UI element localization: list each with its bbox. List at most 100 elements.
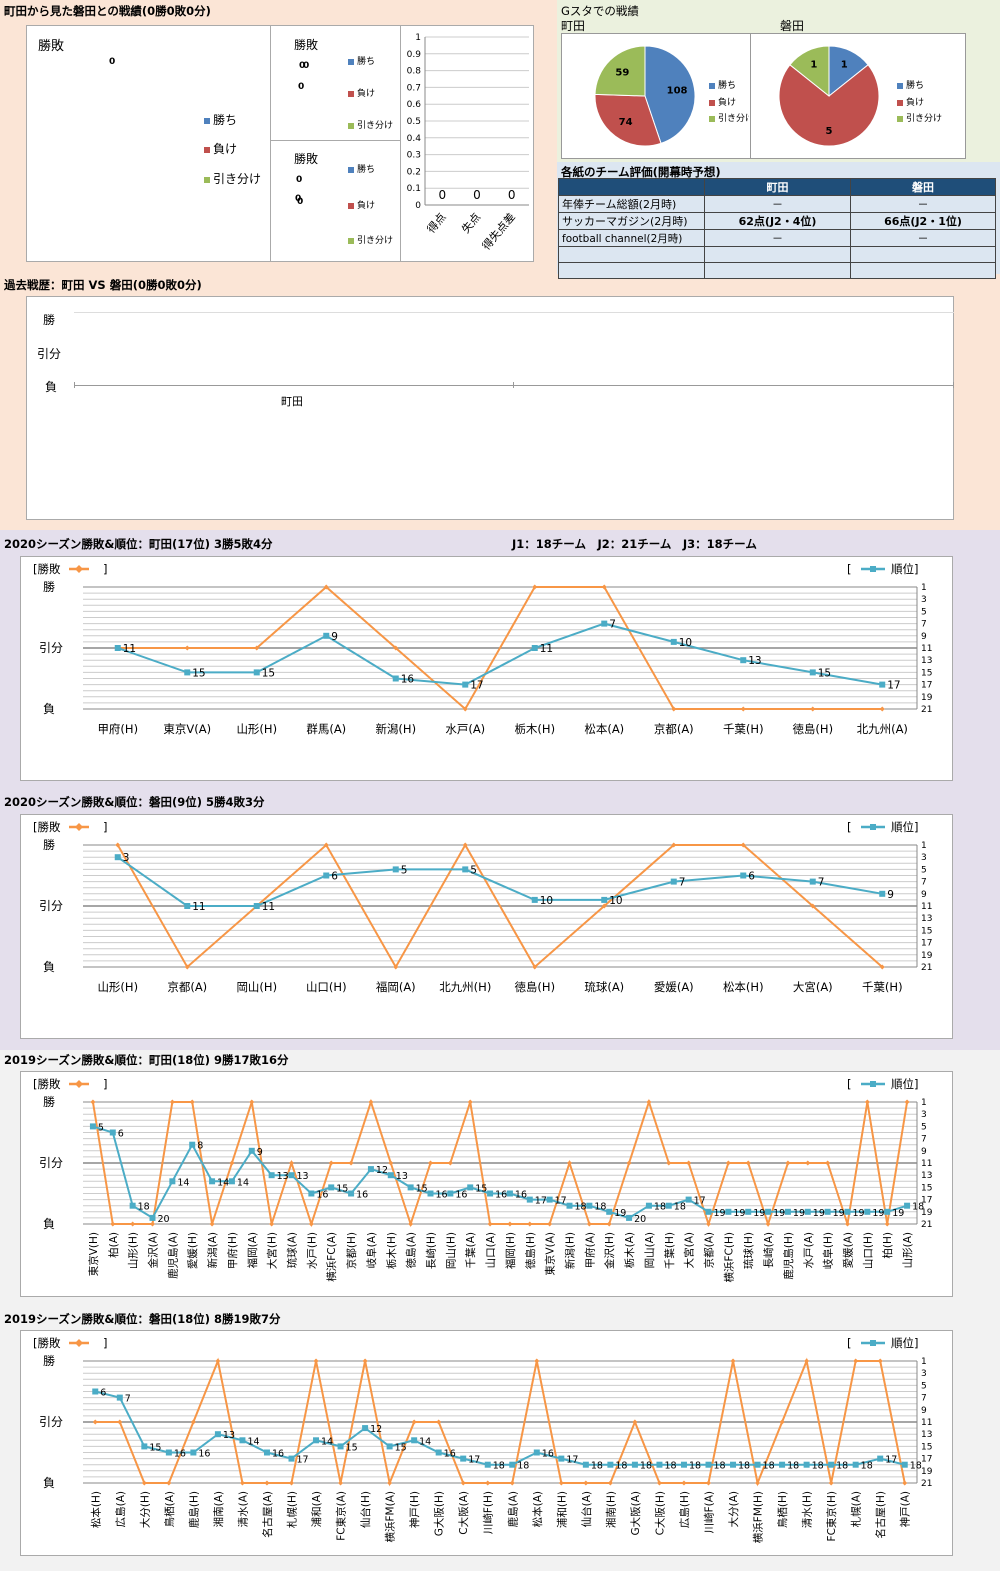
legend-result-close: ] <box>103 562 108 576</box>
season-category-label: 山形(H) <box>97 980 138 994</box>
season-category-label: 札幌(H) <box>286 1491 299 1528</box>
result-point <box>779 1419 785 1425</box>
season-category-label: 京都(A) <box>703 1232 716 1268</box>
season-category-label: 琉球(A) <box>584 980 624 994</box>
season-y-loss: 負 <box>43 1476 55 1490</box>
season-category-label: 愛媛(H) <box>186 1232 199 1269</box>
result-point <box>671 842 677 848</box>
result-point <box>328 1160 334 1166</box>
season-rank-tick-label: 5 <box>921 1122 927 1132</box>
rank-point <box>745 1208 752 1215</box>
rank-point <box>460 1455 467 1462</box>
rank-point <box>141 1443 148 1450</box>
result-point <box>810 903 816 909</box>
rank-point <box>803 1461 810 1468</box>
rank-data-label: 13 <box>297 1171 309 1182</box>
rank-data-label: 15 <box>416 1183 428 1194</box>
bar-ytick-label: 0.1 <box>407 184 421 194</box>
rank-data-label: 13 <box>748 655 761 667</box>
rank-data-label: 14 <box>419 1436 431 1447</box>
rank-point <box>253 903 260 909</box>
rank-data-label: 16 <box>455 1190 467 1201</box>
season-rank-tick-label: 13 <box>921 1430 932 1440</box>
legend-rank-marker <box>870 1340 876 1346</box>
season-y-loss: 負 <box>43 1217 55 1231</box>
result-point <box>586 1221 592 1227</box>
rank-data-label: 20 <box>158 1214 170 1225</box>
rank-point <box>411 1437 418 1444</box>
eval-cell <box>704 246 851 263</box>
small1-value-a: 0 <box>299 61 306 71</box>
result-point <box>904 1099 910 1105</box>
rank-point <box>809 878 816 885</box>
rank-point <box>665 1202 672 1209</box>
result-point <box>308 1221 314 1227</box>
result-point <box>393 645 399 651</box>
rank-point <box>392 675 399 682</box>
bar-ytick-label: 0.2 <box>407 167 421 177</box>
legend-result-label: [勝敗 <box>33 820 61 834</box>
rank-point <box>645 1202 652 1209</box>
pie-data-label: 1 <box>810 59 817 70</box>
season-category-label: 東京V(H) <box>87 1232 100 1276</box>
small2-legend-loss: 負け <box>348 198 375 211</box>
history-y-win: 勝 <box>43 313 56 327</box>
season-category-label: 清水(A) <box>236 1491 249 1527</box>
season-category-label: 柏(H) <box>881 1232 894 1259</box>
rank-point <box>387 1172 394 1179</box>
rank-data-label: 18 <box>664 1461 676 1472</box>
rank-data-label: 19 <box>753 1208 765 1219</box>
eval-row: サッカーマガジン(2月時) 62点(J2・4位) 66点(J2・1位) <box>558 212 996 230</box>
rank-data-label: 11 <box>262 901 275 913</box>
bar-ytick-label: 0.8 <box>407 67 422 77</box>
season-category-label: 鹿島(A) <box>506 1491 519 1527</box>
history-x-label: 町田 <box>281 395 303 408</box>
result-point <box>92 1419 98 1425</box>
season-rank-tick-label: 17 <box>921 1455 932 1465</box>
season-y-draw: 引分 <box>39 641 63 655</box>
season-category-label: 京都(A) <box>167 980 207 994</box>
pie-data-label: 108 <box>667 86 688 97</box>
season-category-label: 新潟(H) <box>375 722 416 736</box>
result-point <box>110 1221 116 1227</box>
legend-rank-label: 順位] <box>891 1077 919 1091</box>
rank-data-label: 5 <box>470 864 477 876</box>
rank-data-label: 19 <box>714 1208 726 1219</box>
result-point <box>460 1480 466 1486</box>
goals-bar-chart: 0 0.1 0.2 0.3 0.4 0.5 0.6 0.7 0.8 0.9 1 0 得点 0 失点 0 得失点差 <box>407 33 529 253</box>
rank-point <box>462 866 469 873</box>
result-point <box>810 706 816 712</box>
result-point <box>706 1221 711 1227</box>
rank-data-label: 14 <box>247 1436 259 1447</box>
rank-point <box>392 866 399 873</box>
rank-point <box>462 681 469 688</box>
rank-point <box>864 1208 871 1215</box>
rank-data-label: 18 <box>674 1202 686 1213</box>
season-rank-tick-label: 7 <box>921 878 927 888</box>
season-category-label: 湘南(A) <box>212 1491 225 1527</box>
rank-point <box>852 1461 859 1468</box>
result-point <box>601 584 607 590</box>
season-category-label: 山形(H) <box>128 1232 140 1269</box>
season-category-label: 徳島(H) <box>514 980 555 994</box>
rank-data-label: 15 <box>149 1442 161 1453</box>
pie-data-label: 74 <box>619 117 633 128</box>
season-category-label: 仙台(H) <box>359 1491 372 1528</box>
bar-ytick-label: 0.6 <box>407 100 422 110</box>
result-point <box>666 1160 672 1166</box>
pie-right-legend-loss: 負け <box>897 95 924 108</box>
result-point <box>269 1221 275 1227</box>
rank-point <box>606 1208 613 1215</box>
bar-category-label: 得失点差 <box>479 210 518 253</box>
result-point <box>507 1221 513 1227</box>
rank-data-label: 16 <box>316 1190 328 1201</box>
season-category-label: 横浜FC(A) <box>325 1232 338 1282</box>
rank-point <box>601 620 608 627</box>
result-point <box>428 1160 433 1166</box>
rank-data-label: 19 <box>833 1208 845 1219</box>
rank-point <box>705 1208 712 1215</box>
legend-rank-label: 順位] <box>891 562 919 576</box>
big-chart-value: 0 <box>109 57 116 67</box>
rank-data-label: 19 <box>853 1208 865 1219</box>
rank-point <box>884 1208 891 1215</box>
